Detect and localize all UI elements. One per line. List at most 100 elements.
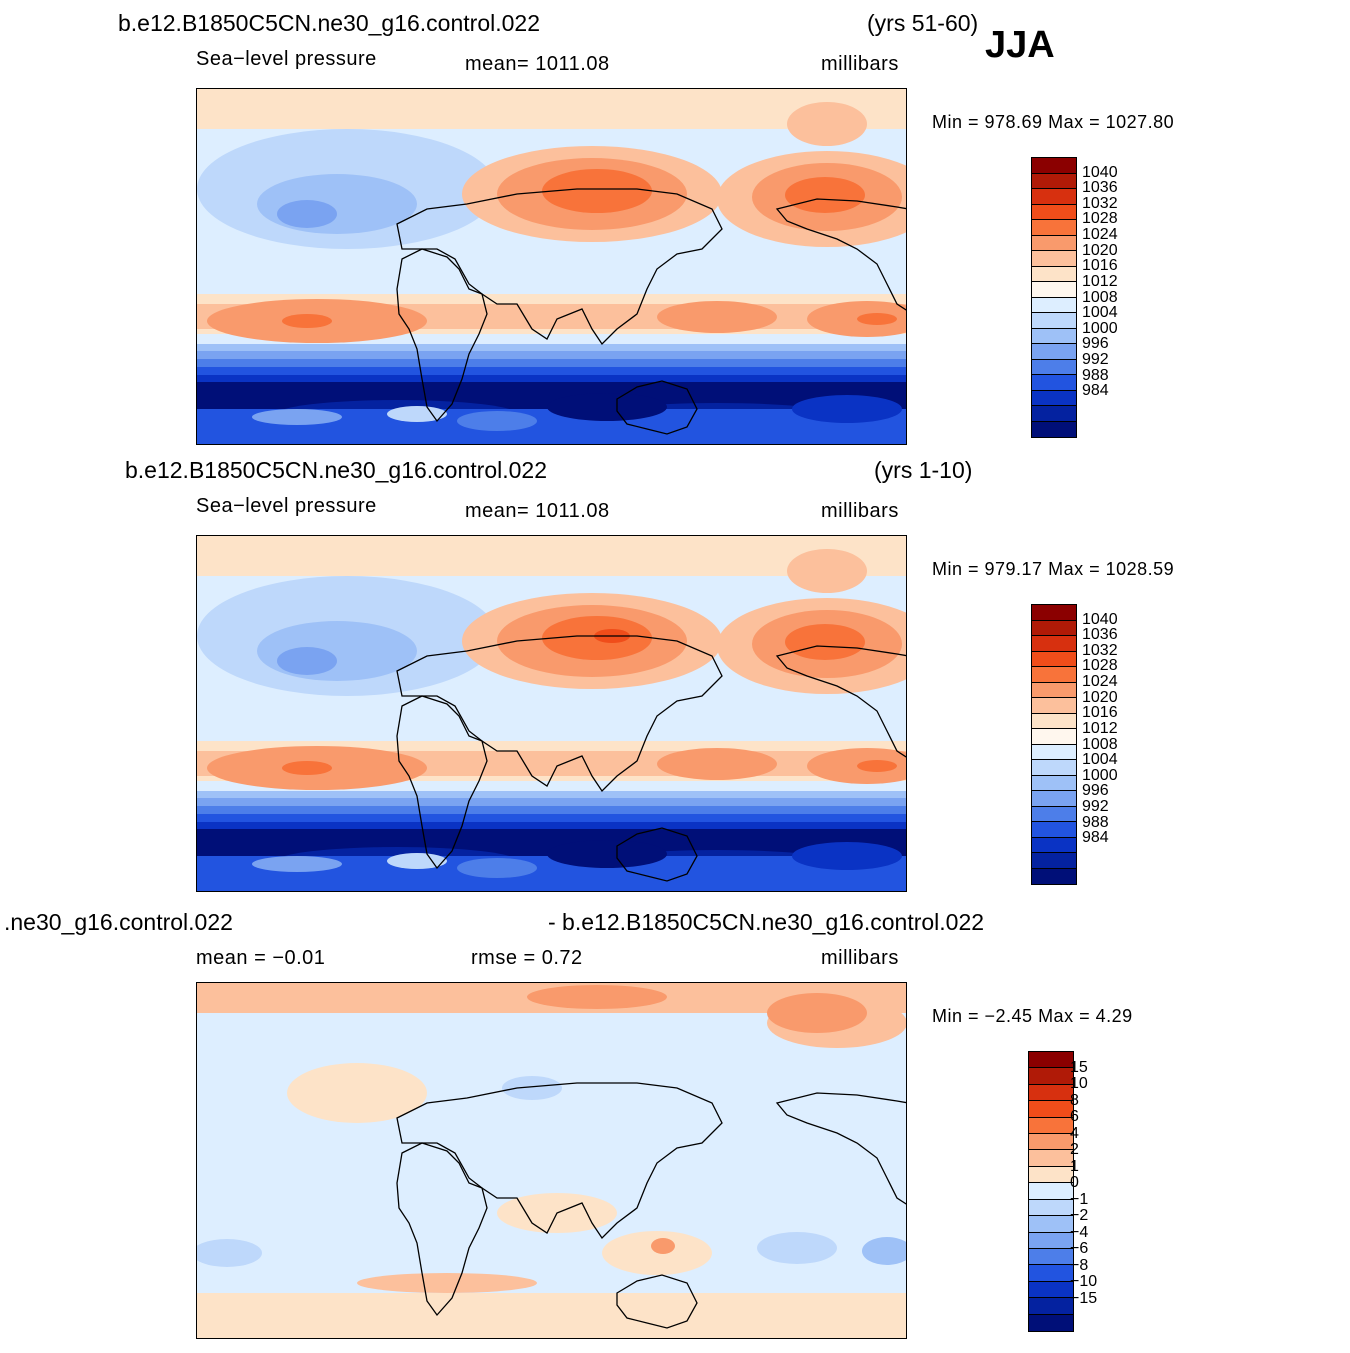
colorbar-tick-label: 988 [1082, 366, 1109, 384]
colorbar-tick-label: 1016 [1082, 704, 1118, 722]
panel-1-colorbar [1031, 157, 1077, 438]
colorbar-swatch [1029, 1183, 1073, 1200]
colorbar-tick-label: 4 [1070, 1124, 1079, 1142]
colorbar-tick-label: 996 [1082, 782, 1109, 800]
colorbar-swatch [1032, 328, 1076, 344]
colorbar-swatch [1032, 406, 1076, 422]
colorbar-tick-label: 1040 [1082, 163, 1118, 181]
colorbar-swatch [1032, 297, 1076, 313]
panel-3-units: millibars [821, 947, 899, 969]
colorbar-tick-label: 1 [1070, 1157, 1079, 1175]
panel-2-map [196, 535, 907, 892]
colorbar-tick-label: −4 [1070, 1223, 1089, 1241]
colorbar-swatch [1029, 1166, 1073, 1184]
colorbar-tick-label: −2 [1070, 1207, 1089, 1225]
colorbar-swatch [1032, 713, 1076, 729]
colorbar-tick-label: 1004 [1082, 304, 1118, 322]
panel-2-colorbar [1031, 604, 1077, 885]
colorbar-swatch [1029, 1199, 1073, 1217]
colorbar-swatch [1032, 853, 1076, 869]
colorbar-tick-label: 1012 [1082, 272, 1118, 290]
colorbar-swatch [1029, 1248, 1073, 1266]
colorbar-swatch [1032, 682, 1076, 698]
colorbar-swatch [1032, 375, 1076, 391]
colorbar-tick-label: −6 [1070, 1240, 1089, 1258]
colorbar-swatch [1032, 235, 1076, 251]
colorbar-tick-label: 8 [1070, 1091, 1079, 1109]
colorbar-tick-label: 1032 [1082, 641, 1118, 659]
colorbar-tick-label: 992 [1082, 797, 1109, 815]
colorbar-swatch [1032, 220, 1076, 236]
panel-3-case-title: .ne30_g16.control.022 [4, 909, 233, 935]
colorbar-tick-label: −8 [1070, 1256, 1089, 1274]
colorbar-swatch [1029, 1314, 1073, 1331]
colorbar-swatch [1029, 1298, 1073, 1315]
colorbar-tick-label: 2 [1070, 1141, 1079, 1159]
colorbar-swatch [1029, 1052, 1073, 1069]
panel-2-minmax: Min = 979.17 Max = 1028.59 [932, 559, 1175, 579]
colorbar-tick-label: 0 [1070, 1174, 1079, 1192]
colorbar-tick-label: 1028 [1082, 657, 1118, 675]
colorbar-swatch [1032, 282, 1076, 298]
colorbar-tick-label: 10 [1070, 1075, 1088, 1093]
colorbar-swatch [1029, 1101, 1073, 1118]
colorbar-swatch [1032, 605, 1076, 621]
colorbar-tick-label: 1032 [1082, 194, 1118, 212]
colorbar-tick-label: 1012 [1082, 719, 1118, 737]
colorbar-swatch [1029, 1068, 1073, 1085]
colorbar-swatch [1032, 868, 1076, 884]
colorbar-tick-label: 1008 [1082, 288, 1118, 306]
panel-3-rmse: rmse = 0.72 [471, 947, 583, 969]
colorbar-tick-label: 1016 [1082, 257, 1118, 275]
colorbar-tick-label: −15 [1070, 1289, 1098, 1307]
panel-1-map [196, 88, 907, 445]
colorbar-swatch [1032, 359, 1076, 375]
colorbar-swatch [1032, 698, 1076, 714]
panel-3-case-title-right: - b.e12.B1850C5CN.ne30_g16.control.022 [548, 909, 985, 935]
panel-2-case-title: b.e12.B1850C5CN.ne30_g16.control.022 [125, 457, 547, 483]
colorbar-tick-label: 1024 [1082, 226, 1118, 244]
colorbar-swatch [1029, 1150, 1073, 1167]
colorbar-swatch [1032, 251, 1076, 267]
panel-1-minmax: Min = 978.69 Max = 1027.80 [932, 112, 1175, 132]
colorbar-swatch [1029, 1117, 1073, 1135]
colorbar-tick-label: 6 [1070, 1108, 1079, 1126]
colorbar-swatch [1032, 173, 1076, 189]
colorbar-swatch [1032, 189, 1076, 205]
colorbar-swatch [1032, 775, 1076, 791]
panel-2-mean: mean= 1011.08 [465, 500, 610, 522]
colorbar-swatch [1032, 837, 1076, 853]
colorbar-tick-label: −10 [1070, 1273, 1098, 1291]
panel-1-case-title: b.e12.B1850C5CN.ne30_g16.control.022 [118, 10, 540, 36]
colorbar-tick-label: 1040 [1082, 610, 1118, 628]
colorbar-tick-label: 996 [1082, 335, 1109, 353]
colorbar-tick-label: 1004 [1082, 751, 1118, 769]
colorbar-swatch [1029, 1216, 1073, 1233]
panel-1-mean: mean= 1011.08 [465, 53, 610, 75]
panel-2-variable: Sea−level pressure [196, 495, 377, 517]
colorbar-swatch [1032, 667, 1076, 683]
colorbar-swatch [1032, 822, 1076, 838]
colorbar-tick-label: 984 [1082, 829, 1109, 847]
colorbar-swatch [1032, 158, 1076, 174]
colorbar-swatch [1032, 806, 1076, 822]
colorbar-swatch [1032, 791, 1076, 807]
colorbar-tick-label: 1024 [1082, 673, 1118, 691]
colorbar-tick-label: 1020 [1082, 688, 1118, 706]
colorbar-swatch [1032, 421, 1076, 437]
colorbar-tick-label: 1036 [1082, 626, 1118, 644]
panel-3-colorbar [1028, 1051, 1074, 1332]
colorbar-tick-label: 992 [1082, 350, 1109, 368]
colorbar-swatch [1032, 744, 1076, 760]
panel-3-mean: mean = −0.01 [196, 947, 326, 969]
panel-3-minmax: Min = −2.45 Max = 4.29 [932, 1006, 1133, 1026]
panel-3-map [196, 982, 907, 1339]
colorbar-swatch [1032, 204, 1076, 220]
colorbar-swatch [1032, 344, 1076, 360]
colorbar-tick-label: 984 [1082, 382, 1109, 400]
colorbar-tick-label: 1036 [1082, 179, 1118, 197]
colorbar-swatch [1032, 390, 1076, 406]
panel-2-years: (yrs 1-10) [874, 457, 973, 483]
colorbar-swatch [1032, 313, 1076, 329]
panel-1-variable: Sea−level pressure [196, 48, 377, 70]
